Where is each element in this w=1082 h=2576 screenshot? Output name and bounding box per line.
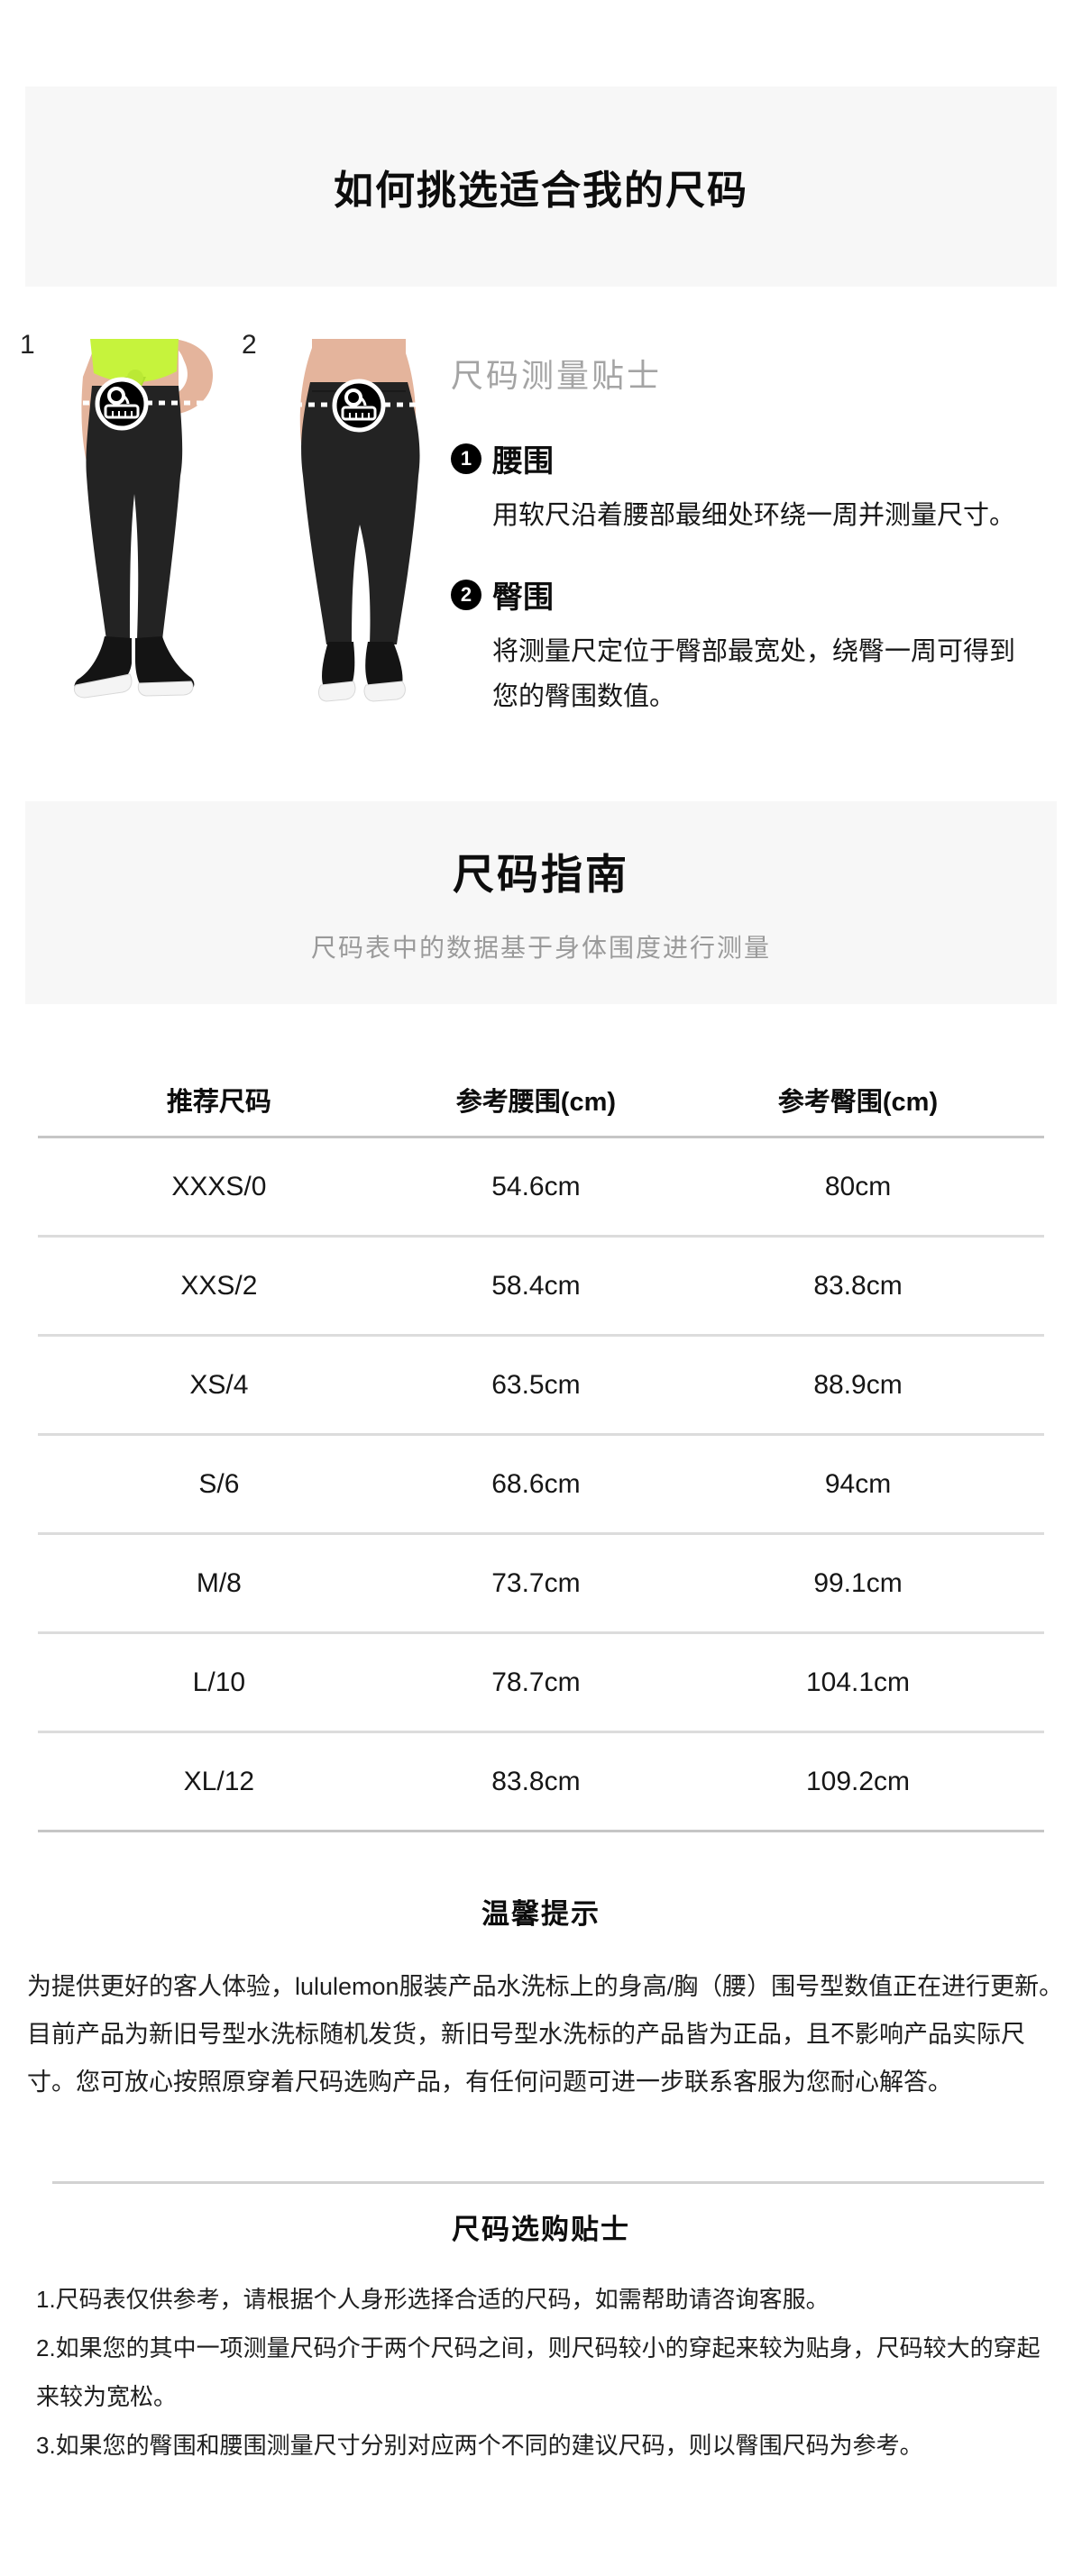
- waist-cell: 68.6cm: [491, 1468, 581, 1499]
- hip-cell: 99.1cm: [813, 1567, 903, 1598]
- size-cell: L/10: [192, 1667, 246, 1697]
- table-row: XXS/2 58.4cm 83.8cm: [38, 1238, 1044, 1337]
- waist-cell: 54.6cm: [491, 1171, 581, 1201]
- size-guide-subtitle: 尺码表中的数据基于身体围度进行测量: [310, 933, 771, 962]
- right-shoe: [135, 636, 195, 692]
- table-row: L/10 78.7cm 104.1cm: [38, 1634, 1044, 1733]
- size-cell: XL/12: [183, 1766, 255, 1796]
- waist-cell: 78.7cm: [491, 1667, 581, 1697]
- col-header-size: 推荐尺码: [166, 1088, 271, 1117]
- size-table: 推荐尺码 参考腰围(cm) 参考臀围(cm) XXXS/0 54.6cm 80c…: [38, 1064, 1044, 1832]
- tip-desc-hip: 将测量尺定位于臀部最宽处，绕臀一周可得到您的臀围数值。: [492, 637, 1016, 711]
- hip-cell: 88.9cm: [813, 1369, 903, 1400]
- waist-cell: 63.5cm: [491, 1369, 581, 1400]
- measure-badge-icon: [332, 379, 386, 433]
- col-header-hip: 参考臀围(cm): [777, 1088, 939, 1117]
- size-cell: XXS/2: [180, 1270, 258, 1301]
- tip-item-waist: 1 腰围 用软尺沿着腰部最细处环绕一周并测量尺寸。: [451, 436, 1082, 538]
- waist-cell: 83.8cm: [491, 1766, 581, 1796]
- shopping-tip-1: 1.尺码表仅供参考，请根据个人身形选择合适的尺码，如需帮助请咨询客服。: [36, 2286, 830, 2313]
- tip-title-waist: 腰围: [492, 444, 554, 479]
- left-shoe: [322, 642, 355, 689]
- hip-cell: 83.8cm: [813, 1270, 903, 1301]
- hip-cell: 109.2cm: [805, 1766, 911, 1796]
- right-shoe: [365, 642, 403, 689]
- tip-title-hip: 臀围: [492, 580, 554, 615]
- hip-cell: 80cm: [824, 1171, 892, 1201]
- model-back-photo: [283, 339, 433, 702]
- hip-cell: 104.1cm: [805, 1667, 911, 1697]
- measurement-section: 1 2: [0, 324, 1082, 721]
- step-2-badge: 2: [451, 579, 481, 610]
- table-row: M/8 73.7cm 99.1cm: [38, 1535, 1044, 1634]
- col-header-waist: 参考腰围(cm): [455, 1088, 617, 1117]
- size-cell: S/6: [198, 1468, 240, 1499]
- shopping-tips-list: 1.尺码表仅供参考，请根据个人身形选择合适的尺码，如需帮助请咨询客服。 2.如果…: [36, 2275, 1046, 2470]
- warm-tips-heading: 温馨提示: [481, 1898, 601, 1930]
- measurement-tips-heading: 尺码测量贴士: [451, 357, 663, 394]
- table-row: XS/4 63.5cm 88.9cm: [38, 1337, 1044, 1436]
- measure-badge-icon: [95, 377, 149, 431]
- table-header-row: 推荐尺码 参考腰围(cm) 参考臀围(cm): [38, 1064, 1044, 1138]
- step-1-badge: 1: [451, 443, 481, 474]
- size-cell: XS/4: [189, 1369, 249, 1400]
- crop-top: [90, 339, 179, 383]
- table-row: S/6 68.6cm 94cm: [38, 1436, 1044, 1535]
- hip-cell: 94cm: [824, 1468, 892, 1499]
- shopping-tip-3: 3.如果您的臀围和腰围测量尺寸分别对应两个不同的建议尺码，则以臀围尺码为参考。: [36, 2432, 923, 2459]
- leggings-front: [86, 386, 183, 640]
- waist-cell: 58.4cm: [491, 1270, 581, 1301]
- page-title: 如何挑选适合我的尺码: [334, 169, 748, 213]
- tip-desc-waist: 用软尺沿着腰部最细处环绕一周并测量尺寸。: [492, 501, 1016, 530]
- size-cell: M/8: [196, 1567, 242, 1598]
- photo-1-number: 1: [20, 330, 35, 360]
- waist-cell: 73.7cm: [491, 1567, 581, 1598]
- measurement-tips-column: 尺码测量贴士 1 腰围 用软尺沿着腰部最细处环绕一周并测量尺寸。 2 臀围 将测…: [451, 350, 1082, 719]
- model-front-photo: [58, 339, 214, 699]
- photo-2-number: 2: [242, 330, 257, 360]
- size-guide-title: 尺码指南: [453, 850, 629, 898]
- tip-item-hip: 2 臀围 将测量尺定位于臀部最宽处，绕臀一周可得到您的臀围数值。: [451, 572, 1082, 719]
- table-row: XXXS/0 54.6cm 80cm: [38, 1138, 1044, 1238]
- warm-tips-body: 为提供更好的客人体验，lululemon服装产品水洗标上的身高/胸（腰）围号型数…: [27, 1973, 1064, 2096]
- table-row: XL/12 83.8cm 109.2cm: [38, 1733, 1044, 1832]
- size-guide-band: 尺码指南 尺码表中的数据基于身体围度进行测量: [25, 801, 1057, 1004]
- shopping-tip-2: 2.如果您的其中一项测量尺码介于两个尺码之间，则尺码较小的穿起来较为贴身，尺码较…: [36, 2334, 1041, 2410]
- leggings-back: [301, 382, 420, 644]
- section-divider: [52, 2181, 1044, 2184]
- shopping-tips-heading: 尺码选购贴士: [452, 2214, 630, 2245]
- title-band: 如何挑选适合我的尺码: [25, 87, 1057, 287]
- size-cell: XXXS/0: [171, 1171, 267, 1201]
